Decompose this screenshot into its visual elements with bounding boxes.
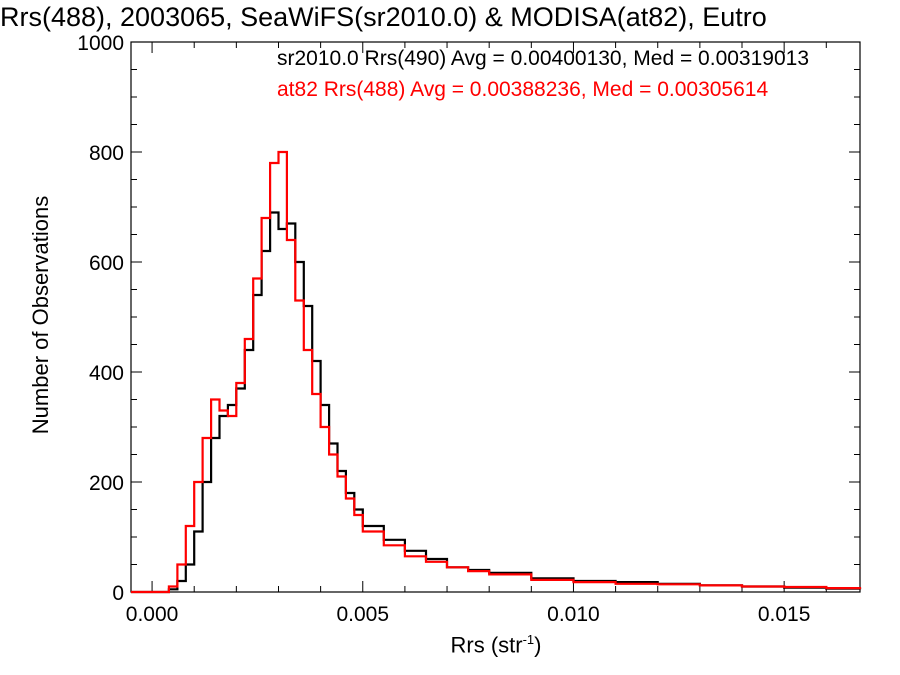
series-line-at82 — [131, 150, 862, 594]
x-tick-label: 0.005 — [336, 603, 389, 626]
x-tick-label: 0.000 — [126, 603, 179, 626]
series-line-sr2010 — [131, 211, 862, 594]
x-axis-label: Rrs (str-1) — [451, 632, 542, 658]
y-tick-label: 0 — [112, 582, 124, 605]
y-axis-label: Number of Observations — [28, 195, 53, 435]
y-tick-label: 400 — [89, 362, 124, 385]
plot-frame — [130, 41, 861, 593]
legend-entry-at82: at82 Rrs(488) Avg = 0.00388236, Med = 0.… — [277, 78, 769, 101]
x-axis-label-suffix: ) — [534, 632, 542, 658]
y-tick-label: 1000 — [77, 32, 124, 55]
chart-title: Rrs(488), 2003065, SeaWiFS(sr2010.0) & M… — [0, 2, 767, 32]
legend-entry-sr2010: sr2010.0 Rrs(490) Avg = 0.00400130, Med … — [277, 47, 810, 70]
y-tick-label: 600 — [89, 252, 124, 275]
x-tick-label: 0.015 — [758, 603, 811, 626]
x-axis-label-superscript: -1 — [522, 632, 535, 647]
x-tick-label: 0.010 — [547, 603, 600, 626]
y-tick-label: 800 — [89, 142, 124, 165]
x-axis-label-text: Rrs (str — [450, 632, 523, 658]
y-tick-label: 200 — [89, 472, 124, 495]
